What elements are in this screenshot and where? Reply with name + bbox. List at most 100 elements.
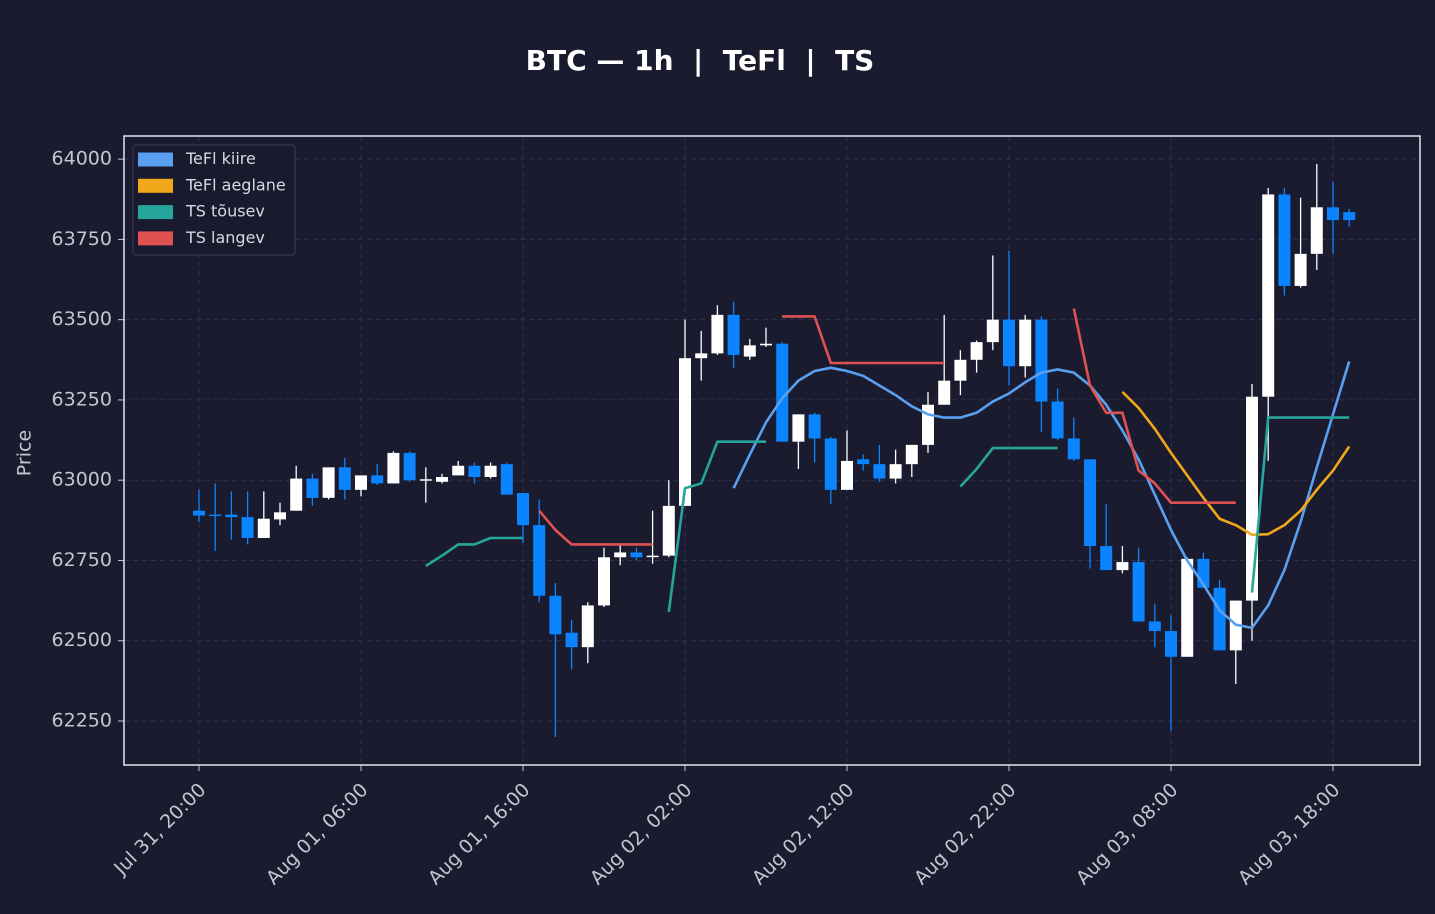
- overlay-line: [1121, 390, 1351, 537]
- candle-body: [290, 478, 303, 511]
- candle-body: [760, 343, 772, 346]
- candle-body: [1181, 558, 1194, 657]
- candle-body: [1067, 438, 1080, 460]
- candle-body: [1165, 631, 1177, 657]
- candle-body: [792, 414, 805, 442]
- candle-body: [824, 438, 837, 490]
- y-tick-label: 63250: [52, 388, 112, 410]
- candle-body: [905, 444, 918, 465]
- plot-frame: [123, 135, 1421, 766]
- candle-body: [889, 464, 902, 479]
- candle-body: [1100, 546, 1113, 571]
- candle-body: [517, 493, 529, 526]
- overlay-line: [667, 440, 766, 613]
- candle-body: [1294, 253, 1307, 286]
- candle-body: [630, 552, 643, 558]
- overlay-line: [538, 509, 653, 546]
- candle-body: [695, 353, 708, 359]
- candle-body: [484, 465, 497, 477]
- legend-label: TS langev: [185, 228, 265, 247]
- candle-body: [1003, 319, 1015, 367]
- candle-body: [970, 342, 983, 360]
- candle-body: [776, 343, 789, 442]
- candle-body: [922, 404, 934, 445]
- overlay-line: [959, 446, 1058, 488]
- y-tick-label: 64000: [52, 148, 112, 170]
- legend-swatch: [138, 205, 173, 220]
- overlay-line: [732, 361, 1351, 630]
- candle-body: [452, 465, 465, 476]
- candle-body: [581, 605, 594, 648]
- candle-body: [1343, 212, 1356, 221]
- candle-body: [1084, 459, 1096, 547]
- candle-body: [306, 478, 319, 498]
- legend-swatch: [138, 152, 173, 167]
- candle-body: [1262, 194, 1275, 397]
- y-axis-label: Price: [14, 430, 36, 476]
- candle-body: [209, 514, 222, 517]
- candle-body: [1310, 207, 1323, 254]
- candle-body: [387, 452, 400, 484]
- candle-body: [1019, 319, 1032, 367]
- candle-body: [403, 452, 416, 481]
- candle-body: [419, 479, 432, 481]
- y-tick-label: 63500: [52, 308, 112, 330]
- candle-body: [1035, 319, 1048, 402]
- legend-swatch: [138, 178, 173, 193]
- candle-body: [533, 525, 546, 596]
- legend-label: TeFl kiire: [185, 149, 256, 168]
- candle-body: [1132, 562, 1145, 622]
- candle-body: [193, 510, 205, 516]
- candle-body: [338, 467, 351, 490]
- candle-body: [857, 459, 870, 465]
- candle-body: [1051, 401, 1064, 439]
- candle-body: [938, 380, 951, 405]
- legend-box: [132, 144, 296, 256]
- candle-body: [241, 517, 254, 538]
- candle-body: [468, 465, 481, 477]
- candle-body: [662, 505, 675, 556]
- candle-body: [549, 595, 562, 635]
- candle-body: [1116, 562, 1129, 571]
- candle-body: [225, 514, 238, 518]
- candle-body: [808, 414, 821, 439]
- candle-body: [986, 319, 999, 343]
- candle-body: [711, 314, 724, 354]
- candle-body: [1246, 396, 1258, 601]
- overlay-line: [1250, 416, 1350, 593]
- y-tick-label: 63750: [52, 228, 112, 250]
- overlay-line: [782, 315, 945, 365]
- overlay-line: [1072, 308, 1236, 504]
- y-tick-label: 62500: [52, 629, 112, 651]
- candle-body: [841, 460, 853, 490]
- candle-body: [1278, 194, 1291, 286]
- legend-swatch: [138, 231, 173, 246]
- candle-body: [598, 557, 610, 606]
- legend-label: TeFl aeglane: [185, 175, 286, 194]
- y-tick-label: 62250: [52, 710, 112, 732]
- candle-body: [565, 632, 578, 648]
- candle-body: [1327, 207, 1339, 221]
- candle-body: [954, 359, 967, 381]
- overlay-line: [425, 536, 523, 568]
- y-tick-label: 62750: [52, 549, 112, 571]
- candle-body: [274, 512, 286, 520]
- candle-body: [743, 345, 756, 357]
- candle-body: [355, 475, 367, 490]
- chart-title: BTC — 1h | TeFl | TS: [526, 44, 875, 77]
- legend-label: TS tõusev: [185, 202, 265, 221]
- candle-body: [873, 464, 886, 479]
- candle-body: [500, 464, 513, 495]
- candle-body: [646, 555, 659, 558]
- candle-body: [371, 475, 384, 484]
- y-tick-label: 63000: [52, 469, 112, 491]
- candle-body: [1148, 621, 1161, 632]
- candle-body: [436, 476, 448, 482]
- candle-body: [257, 518, 270, 538]
- candle-body: [1213, 587, 1226, 651]
- candle-body: [322, 467, 335, 498]
- candle-body: [614, 552, 627, 558]
- candle-body: [727, 314, 740, 355]
